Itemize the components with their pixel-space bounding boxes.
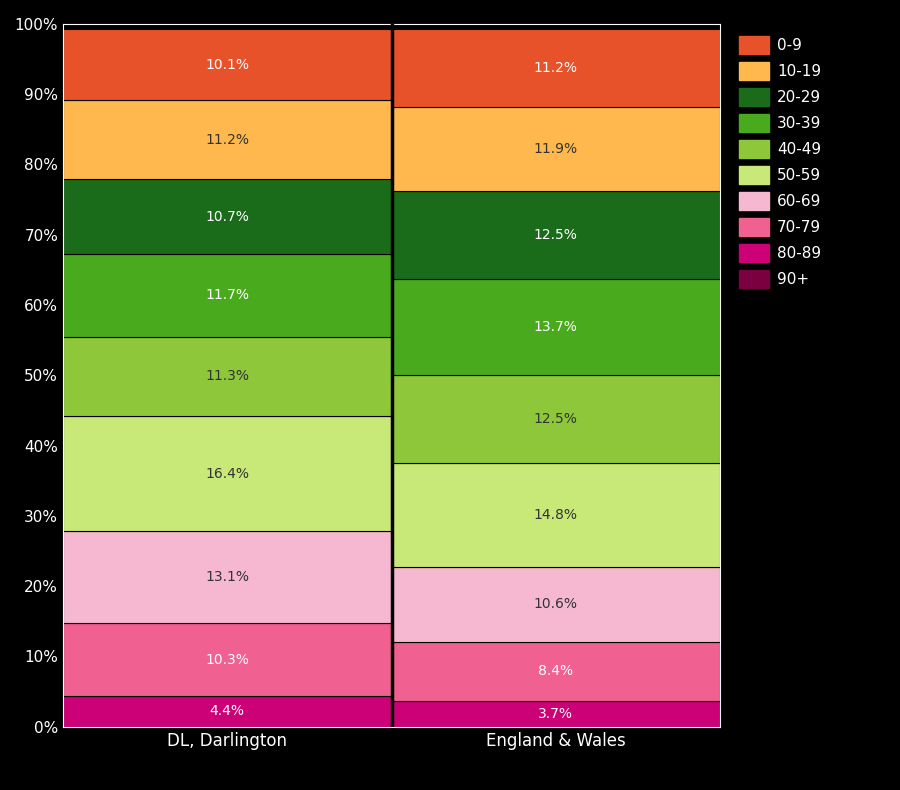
Bar: [392, 191, 720, 279]
Bar: [392, 463, 720, 567]
Bar: [63, 416, 392, 532]
Text: 14.8%: 14.8%: [534, 508, 578, 522]
Bar: [63, 623, 392, 696]
Text: 10.1%: 10.1%: [205, 58, 249, 72]
Text: 11.2%: 11.2%: [534, 61, 578, 75]
Bar: [63, 254, 392, 337]
Legend: 0-9, 10-19, 20-29, 30-39, 40-49, 50-59, 60-69, 70-79, 80-89, 90+: 0-9, 10-19, 20-29, 30-39, 40-49, 50-59, …: [734, 32, 826, 292]
Text: 13.7%: 13.7%: [534, 320, 578, 334]
Text: 10.7%: 10.7%: [205, 209, 249, 224]
Text: 12.5%: 12.5%: [534, 412, 578, 426]
Text: 16.4%: 16.4%: [205, 467, 249, 480]
Bar: [63, 696, 392, 727]
Text: 8.4%: 8.4%: [538, 664, 573, 679]
Text: 12.5%: 12.5%: [534, 228, 578, 242]
Text: 4.4%: 4.4%: [210, 705, 245, 718]
Text: 13.1%: 13.1%: [205, 570, 249, 585]
Bar: [392, 375, 720, 463]
Bar: [392, 641, 720, 701]
Bar: [392, 701, 720, 727]
Bar: [63, 179, 392, 254]
Text: 11.7%: 11.7%: [205, 288, 249, 303]
Text: 11.9%: 11.9%: [534, 142, 578, 156]
Bar: [392, 279, 720, 375]
Text: 10.3%: 10.3%: [205, 653, 249, 667]
Bar: [63, 29, 392, 100]
Text: 3.7%: 3.7%: [538, 707, 573, 720]
Bar: [392, 567, 720, 641]
Bar: [392, 28, 720, 107]
Bar: [63, 532, 392, 623]
Text: 11.3%: 11.3%: [205, 369, 249, 383]
Text: 10.6%: 10.6%: [534, 597, 578, 611]
Text: 11.2%: 11.2%: [205, 133, 249, 147]
Bar: [392, 107, 720, 191]
Bar: [63, 100, 392, 179]
Bar: [63, 337, 392, 416]
